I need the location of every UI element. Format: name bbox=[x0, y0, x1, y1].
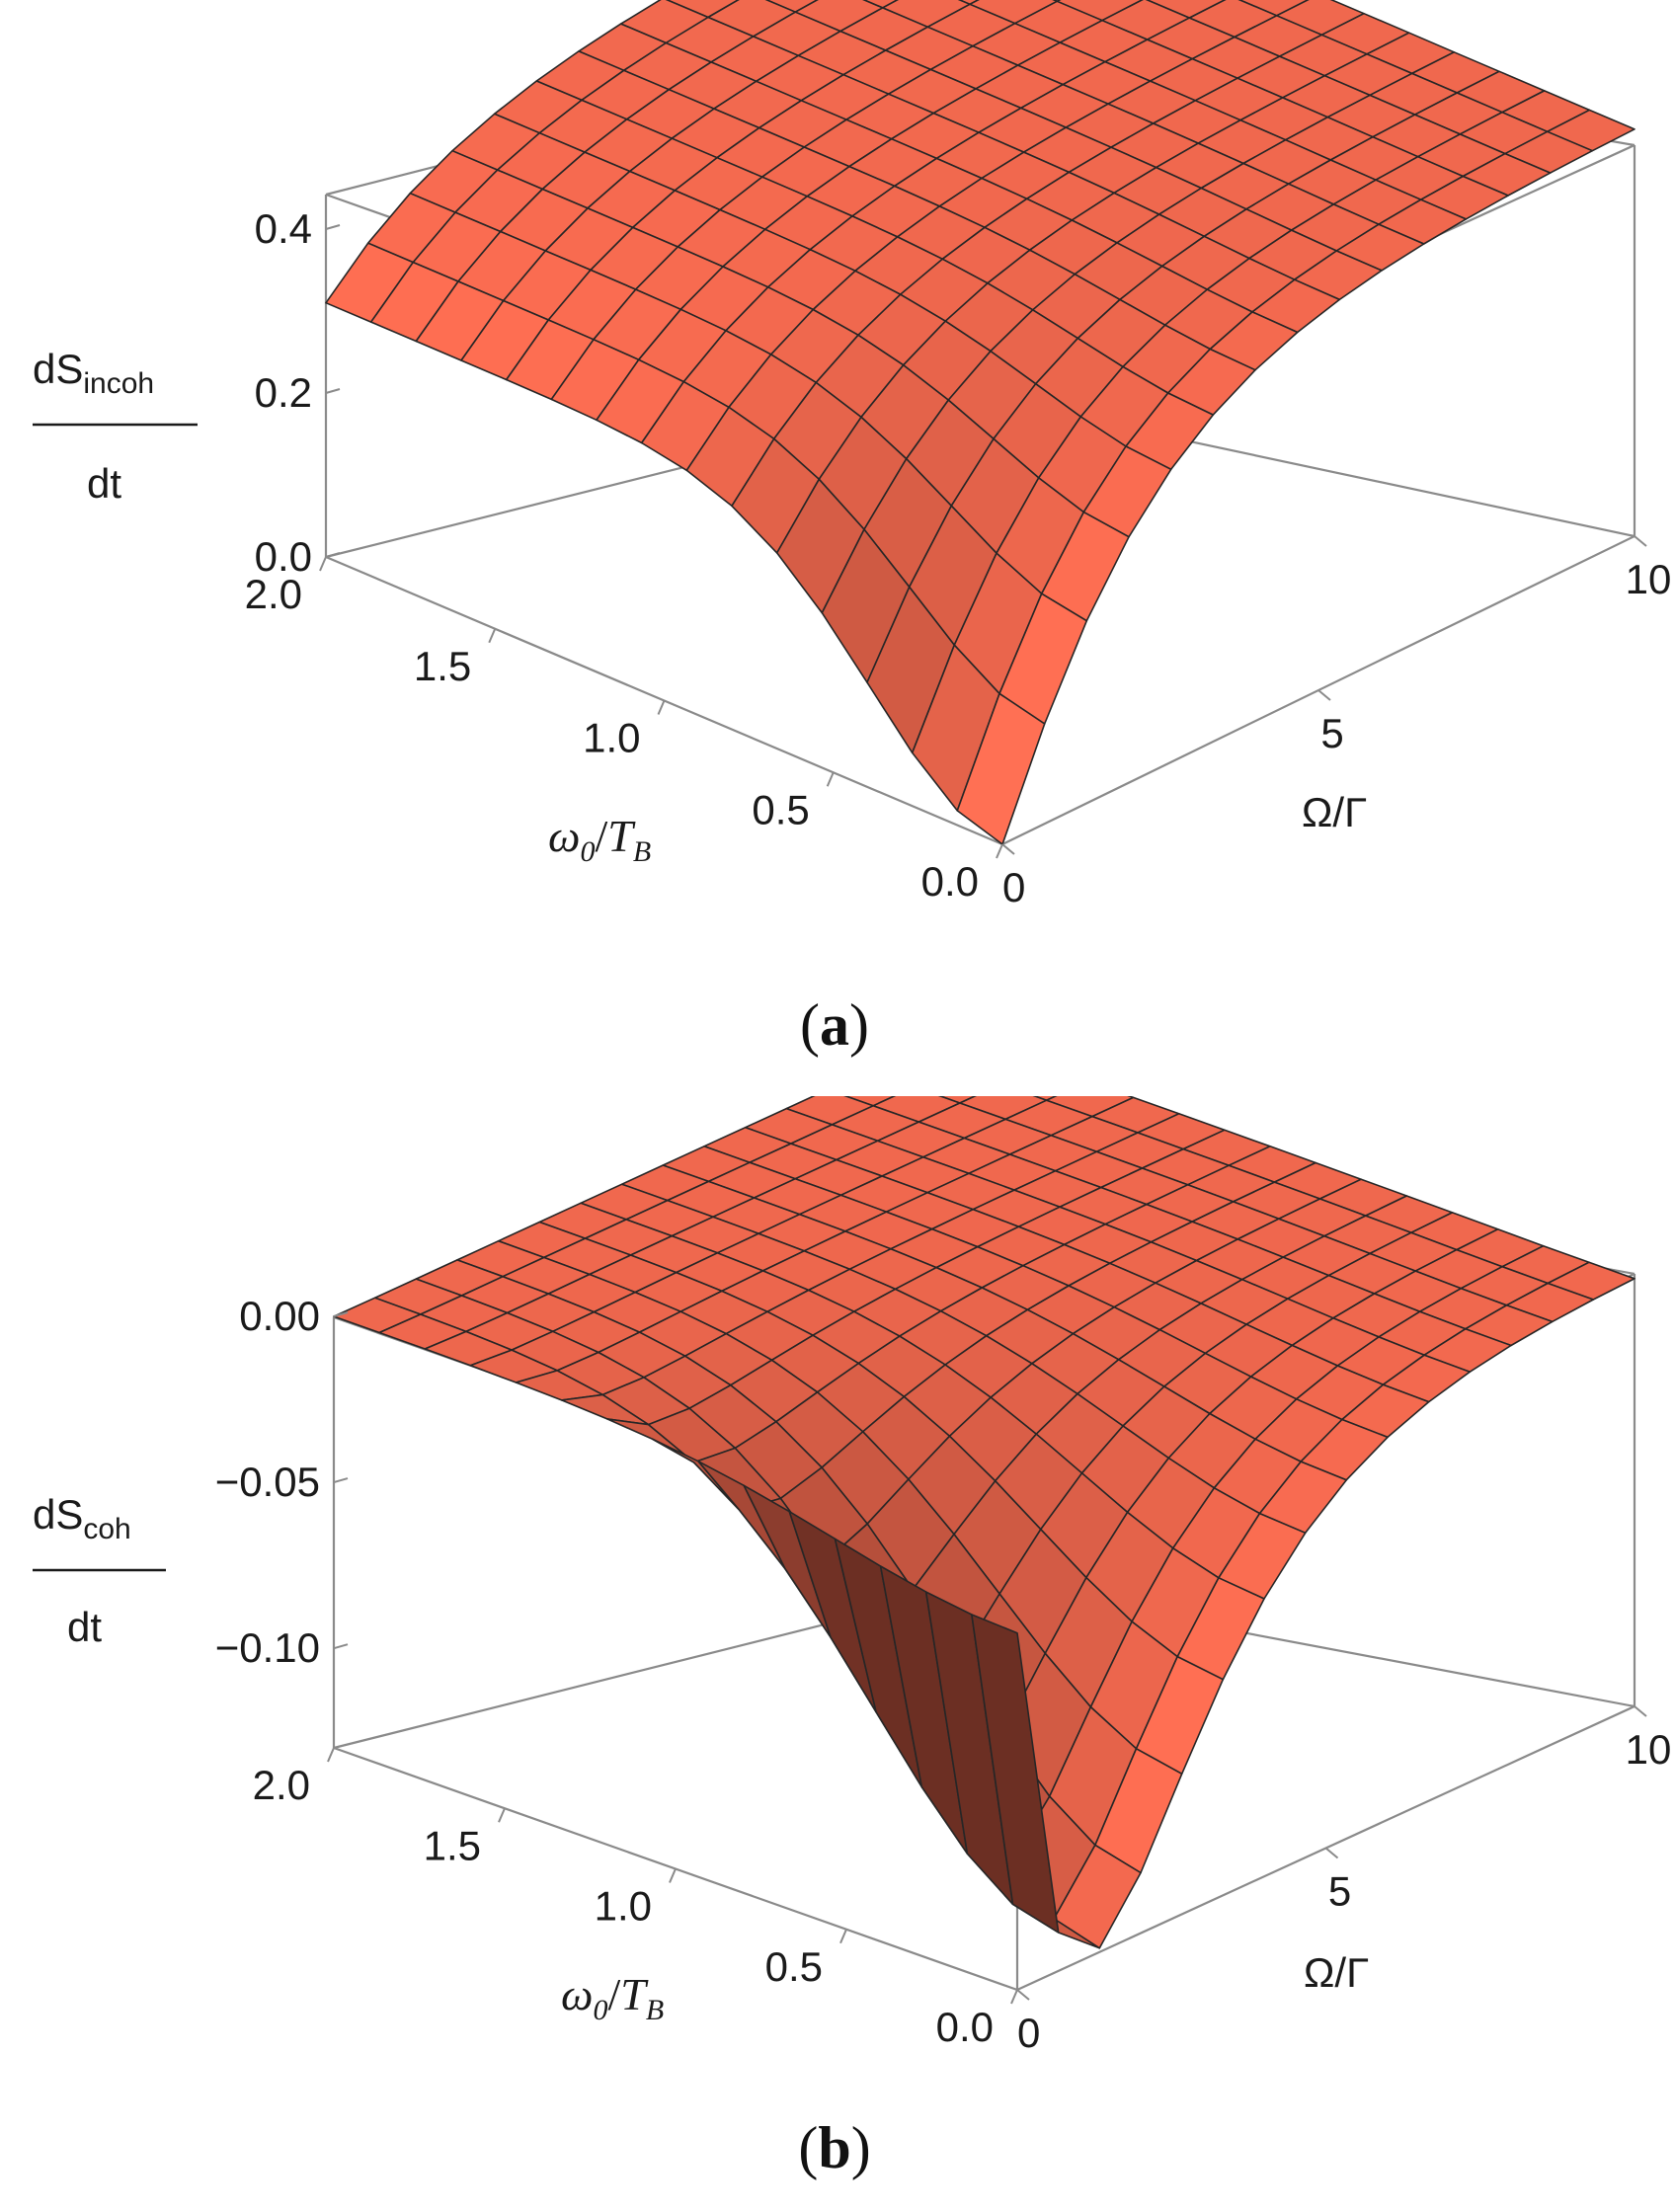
y-tick-label: 0.5 bbox=[765, 1943, 823, 1990]
y-tick-label: 1.5 bbox=[424, 1822, 481, 1868]
z-tick-label: 0.00 bbox=[239, 1293, 320, 1339]
panel-label-b: (b) bbox=[798, 2115, 870, 2180]
y-tick-label: 1.0 bbox=[595, 1883, 652, 1930]
y-tick-mark bbox=[826, 771, 835, 787]
z-tick-mark bbox=[325, 224, 341, 230]
x-tick-mark bbox=[1001, 843, 1015, 855]
y-tick-mark bbox=[488, 628, 497, 644]
y-tick-label: 0.5 bbox=[752, 786, 809, 832]
chart-b: −0.10 −0.05 0.00 0.0 0.5 1.0 1.5 2.0 0 5 10 dScoh … bbox=[33, 1096, 1672, 2180]
z-axis-label-denominator: dt bbox=[67, 1604, 102, 1650]
y-tick-label: 1.5 bbox=[414, 643, 471, 689]
x-tick-mark bbox=[1317, 689, 1331, 701]
y-axis-label: ω0/TB bbox=[548, 811, 651, 868]
surface-patch bbox=[862, 0, 900, 9]
surface-patch bbox=[843, 1096, 897, 1107]
y-tick-label: 0.0 bbox=[921, 858, 979, 905]
x-axis-label: Ω/Γ bbox=[1304, 1949, 1369, 1996]
x-tick-label: 0 bbox=[1002, 864, 1025, 910]
x-tick-label: 5 bbox=[1320, 710, 1343, 756]
y-tick-label: 0.0 bbox=[936, 2004, 994, 2050]
surface-patch bbox=[957, 0, 980, 6]
z-tick-mark bbox=[333, 1477, 349, 1484]
y-axis-label: ω0/TB bbox=[561, 1969, 664, 2026]
surface-patch bbox=[956, 692, 1046, 845]
z-tick-label: 0.4 bbox=[255, 205, 312, 252]
z-axis-label: dSincoh dt bbox=[33, 346, 198, 507]
z-tick-label: 0.0 bbox=[255, 533, 312, 580]
z-axis-label-denominator: dt bbox=[87, 460, 121, 507]
z-tick-label: −0.10 bbox=[215, 1624, 320, 1671]
z-tick-mark bbox=[325, 552, 341, 558]
y-tick-label: 2.0 bbox=[253, 1762, 310, 1808]
z-axis-label: dScoh dt bbox=[33, 1491, 166, 1650]
y-tick-mark bbox=[657, 700, 666, 715]
x-tick-mark bbox=[1634, 535, 1647, 547]
panel-label-a: (a) bbox=[800, 992, 869, 1058]
y-tick-mark bbox=[669, 1868, 677, 1883]
ticks: −0.10 −0.05 0.00 0.0 0.5 1.0 1.5 2.0 0 5 10 bbox=[215, 1293, 1672, 2056]
y-tick-mark bbox=[839, 1929, 847, 1944]
z-tick-mark bbox=[333, 1311, 349, 1317]
z-tick-label: −0.05 bbox=[215, 1459, 320, 1505]
y-tick-mark bbox=[996, 843, 1003, 859]
y-tick-label: 1.0 bbox=[583, 715, 640, 761]
surface bbox=[325, 0, 1635, 845]
x-tick-label: 5 bbox=[1328, 1868, 1351, 1915]
z-axis-label-main: dScoh bbox=[33, 1491, 131, 1545]
x-tick-label: 0 bbox=[1017, 2010, 1040, 2056]
surface-patch bbox=[764, 0, 819, 13]
surface-patch bbox=[937, 1096, 978, 1104]
y-tick-label: 2.0 bbox=[245, 571, 302, 617]
x-tick-label: 10 bbox=[1626, 556, 1672, 602]
surface-patch bbox=[971, 1614, 1060, 1934]
ticks: 0.0 0.2 0.4 0.0 0.5 1.0 1.5 2.0 0 5 10 bbox=[245, 205, 1672, 910]
surface bbox=[333, 1096, 1635, 1949]
z-tick-mark bbox=[325, 388, 341, 394]
y-tick-mark bbox=[327, 1747, 335, 1763]
z-axis-label-main: dSincoh bbox=[33, 346, 154, 400]
z-tick-label: 0.2 bbox=[255, 369, 312, 416]
x-axis-label: Ω/Γ bbox=[1302, 789, 1367, 835]
z-tick-mark bbox=[333, 1643, 349, 1650]
y-tick-mark bbox=[498, 1807, 506, 1823]
y-tick-mark bbox=[319, 556, 327, 572]
x-tick-mark bbox=[1324, 1847, 1339, 1859]
x-tick-label: 10 bbox=[1626, 1726, 1672, 1773]
x-tick-mark bbox=[1634, 1705, 1647, 1717]
y-tick-mark bbox=[1010, 1989, 1018, 2005]
x-tick-mark bbox=[1016, 1989, 1030, 2001]
